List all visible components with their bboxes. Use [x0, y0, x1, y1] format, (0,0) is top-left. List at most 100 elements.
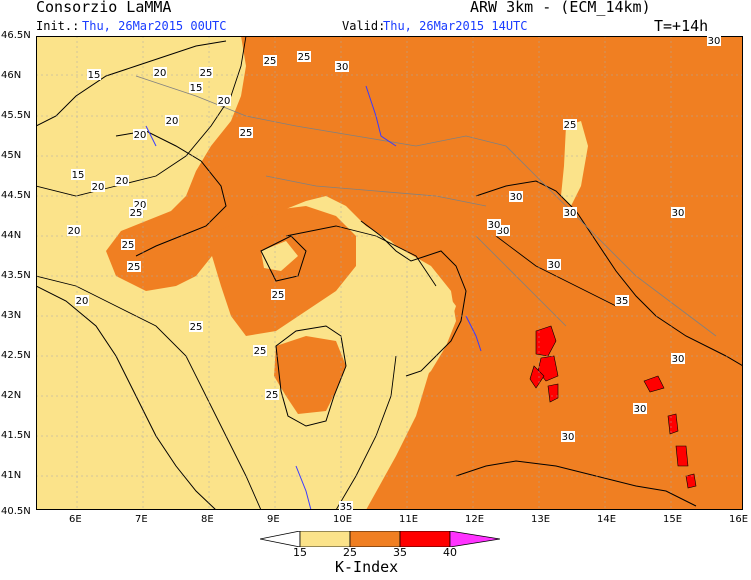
contour-label-bg: [127, 261, 141, 272]
lat-tick-label: 44.5N: [1, 190, 31, 201]
contour-label-bg: [165, 115, 179, 126]
contour-label-bg: [133, 129, 147, 140]
contour-label-bg: [671, 207, 685, 218]
lead-time: T=+14h: [654, 17, 709, 35]
contour-label-bg: [561, 431, 575, 442]
valid-label: Valid:: [342, 19, 386, 33]
contour-label: 20: [154, 68, 167, 79]
contour-label: 15: [88, 70, 101, 81]
lon-tick-label: 16E: [729, 514, 749, 525]
contour-label-bg: [239, 127, 253, 138]
contour-label: 30: [497, 226, 510, 237]
lon-tick-label: 13E: [531, 514, 551, 525]
graticule: [36, 36, 743, 510]
lon-tick-label: 11E: [399, 514, 419, 525]
lon-tick-label: 9E: [267, 514, 280, 525]
contour-label: 20: [166, 116, 179, 127]
colorbar-35-40: [399, 531, 451, 547]
contour-label-bg: [487, 219, 501, 230]
org-title: Consorzio LaMMA: [36, 0, 172, 16]
contour-label-bg: [217, 95, 231, 106]
lat-tick-label: 45.5N: [1, 110, 31, 121]
lat-tick-label: 44N: [1, 230, 22, 241]
contour-label-bg: [75, 295, 89, 306]
contour-label: 30: [548, 260, 561, 271]
lat-tick-label: 43.5N: [1, 270, 31, 281]
contour-label: 25: [200, 68, 213, 79]
contour-label: 25: [266, 390, 279, 401]
contour-label: 25: [128, 262, 141, 273]
lat-tick-label: 43N: [1, 310, 22, 321]
contour-label: 30: [708, 36, 721, 47]
lat-tick-label: 46N: [1, 70, 22, 81]
contour-label: 30: [564, 208, 577, 219]
contour-label: 30: [510, 192, 523, 203]
contour-label: 25: [254, 346, 267, 357]
k-field-15-25-adriatic: [561, 121, 588, 206]
colorbar-title: K-Index: [335, 558, 399, 576]
lat-tick-label: 42.5N: [1, 350, 31, 361]
contour-label: 30: [672, 354, 685, 365]
contour-label-bg: [633, 403, 647, 414]
contour-label: 20: [68, 226, 81, 237]
contour-label: 30: [562, 432, 575, 443]
k-field-35-40: [529, 325, 697, 489]
contour-label-bg: [496, 225, 510, 236]
colorbar-tick-35: 35: [393, 546, 407, 559]
contour-label-bg: [547, 259, 561, 270]
contour-label-bg: [335, 61, 349, 72]
contour-label: 25: [298, 52, 311, 63]
contour-label: 20: [92, 182, 105, 193]
k-field-lt-15: [36, 36, 61, 76]
contour-label: 30: [672, 208, 685, 219]
k-field-25-35-sardinia: [274, 336, 346, 414]
contour-label: 15: [190, 83, 203, 94]
contour-label: 25: [122, 240, 135, 251]
lon-tick-label: 14E: [597, 514, 617, 525]
contour-label-bg: [271, 289, 285, 300]
lon-tick-label: 15E: [663, 514, 683, 525]
contour-label: 25: [564, 120, 577, 131]
contour-label-bg: [563, 119, 577, 130]
contour-label: 25: [272, 290, 285, 301]
colorbar-25-35: [349, 531, 401, 547]
lon-tick-label: 6E: [69, 514, 82, 525]
contour-label-bg: [509, 191, 523, 202]
contour-label-bg: [263, 55, 277, 66]
k-field-15-25-italy: [361, 236, 456, 386]
valid-value: Thu, 26Mar2015 14UTC: [383, 19, 528, 33]
colorbar-lt15: [260, 531, 301, 547]
init-value: Thu, 26Mar2015 00UTC: [82, 19, 227, 33]
contour-label: 30: [488, 220, 501, 231]
contour-label-bg: [87, 69, 101, 80]
lat-tick-label: 45N: [1, 150, 22, 161]
contour-label-bg: [115, 175, 129, 186]
contour-label: 20: [134, 130, 147, 141]
colorbar-15-25: [299, 531, 351, 547]
lon-tick-label: 10E: [333, 514, 353, 525]
rivers: [145, 85, 482, 510]
contour-label-bg: [153, 67, 167, 78]
colorbar-tick-15: 15: [293, 546, 307, 559]
contour-label: 35: [616, 296, 629, 307]
contour-label: 25: [190, 322, 203, 333]
lat-tick-label: 41.5N: [1, 430, 31, 441]
contour-label-bg: [129, 207, 143, 218]
k-field-15-25-hole: [261, 241, 298, 271]
colorbar-tick-25: 25: [343, 546, 357, 559]
contour-label-bg: [339, 501, 353, 510]
contour-label: 20: [218, 96, 231, 107]
contour-label: 30: [634, 404, 647, 415]
lat-tick-label: 40.5N: [1, 506, 31, 517]
contour-label: 35: [340, 502, 353, 510]
lon-tick-label: 12E: [465, 514, 485, 525]
model-title: ARW 3km - (ECM_14km): [470, 0, 651, 16]
contour-label-bg: [121, 239, 135, 250]
lon-tick-label: 8E: [201, 514, 214, 525]
colorbar-tick-40: 40: [443, 546, 457, 559]
lat-tick-label: 41N: [1, 470, 22, 481]
colorbar-gt40: [449, 531, 500, 547]
contour-label-bg: [189, 321, 203, 332]
contour-label-bg: [67, 225, 81, 236]
lon-tick-label: 7E: [135, 514, 148, 525]
